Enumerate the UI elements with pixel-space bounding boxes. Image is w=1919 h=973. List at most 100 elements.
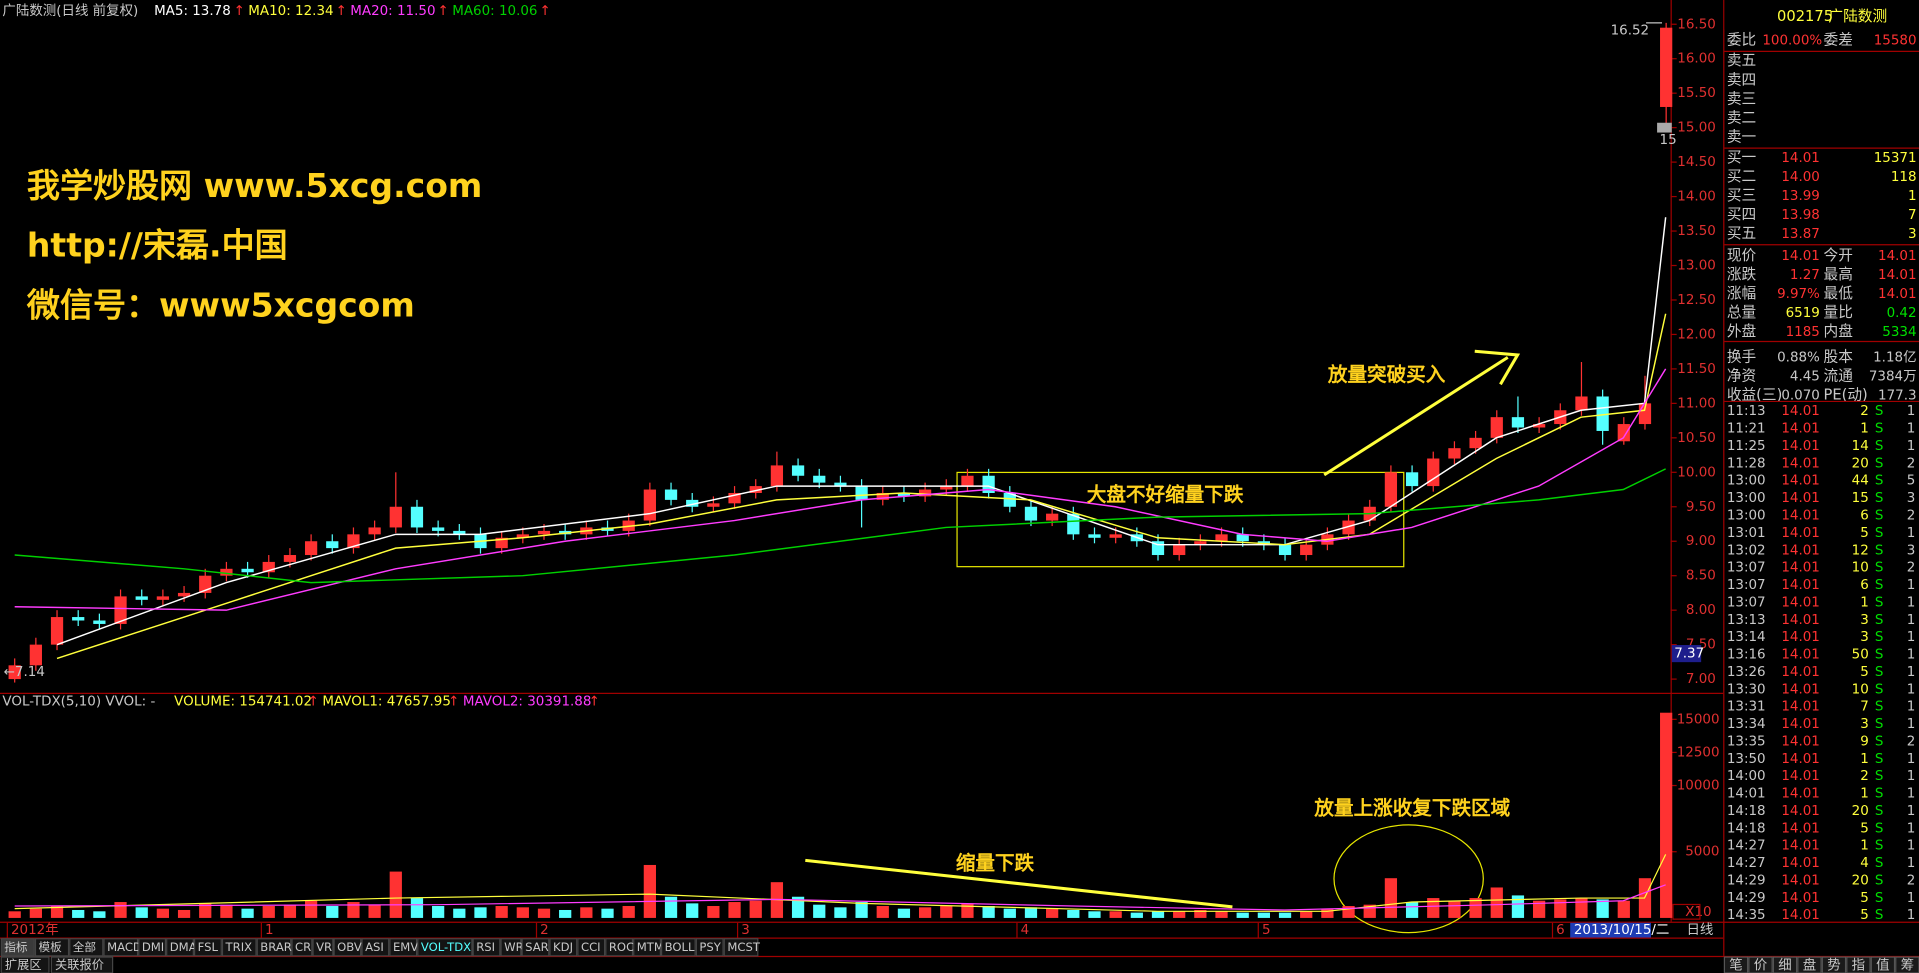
trade-volume: 4 <box>1860 856 1869 871</box>
panel-tab[interactable] <box>1821 956 1847 973</box>
trade-side: S <box>1875 422 1884 437</box>
indicator-tab[interactable] <box>0 938 35 957</box>
indicator-tab-label[interactable]: BOLL <box>665 940 695 954</box>
indicator-tab-label[interactable]: TRIX <box>225 940 253 954</box>
trade-side: S <box>1875 456 1884 471</box>
indicator-tab[interactable] <box>193 938 222 957</box>
indicator-tab[interactable] <box>103 938 139 957</box>
panel-tab-label[interactable]: 指 <box>1852 958 1865 973</box>
panel-tab-label[interactable]: 笔 <box>1729 958 1742 973</box>
panel-tab[interactable] <box>1797 956 1822 973</box>
indicator-tab-label[interactable]: SAR <box>525 940 549 954</box>
trade-time: 13:00 <box>1727 509 1766 524</box>
indicator-tab[interactable] <box>661 938 696 957</box>
bottom-tab[interactable] <box>0 956 50 973</box>
indicator-tab[interactable] <box>723 938 759 957</box>
panel-tab-label[interactable]: 盘 <box>1803 957 1816 973</box>
indicator-tab-label[interactable]: WR <box>504 940 524 954</box>
panel-tab-label[interactable]: 势 <box>1827 958 1840 973</box>
indicator-tab[interactable] <box>312 938 334 957</box>
stock-name: 广陆数测 <box>1828 8 1887 25</box>
indicator-tab[interactable] <box>633 938 662 957</box>
indicator-tab-label[interactable]: EMV <box>393 940 418 954</box>
bottom-tab-label[interactable]: 扩展区 <box>5 958 42 972</box>
bottom-tab-label[interactable]: 关联报价 <box>55 957 104 972</box>
trade-time: 13:14 <box>1727 630 1766 645</box>
indicator-tab[interactable] <box>472 938 501 957</box>
indicator-tab-label[interactable]: MCST <box>727 940 760 954</box>
volume-bar <box>72 909 85 918</box>
panel-tab[interactable] <box>1870 956 1896 973</box>
trade-time: 13:30 <box>1727 682 1766 697</box>
annotation: 我学炒股网 www.5xcg.com <box>27 166 482 205</box>
indicator-tab[interactable] <box>34 938 70 957</box>
indicator-tab-label[interactable]: CCI <box>581 940 601 954</box>
indicator-tab-label[interactable]: 模板 <box>39 940 63 954</box>
stock-title: 广陆数测(日线 前复权) <box>2 2 138 19</box>
indicator-tab[interactable] <box>138 938 167 957</box>
indicator-tab-label[interactable]: MTM <box>637 940 664 954</box>
volume-bar <box>728 902 741 918</box>
indicator-tab[interactable] <box>333 938 362 957</box>
panel-tab[interactable] <box>1748 956 1773 973</box>
indicator-tab-label[interactable]: FSL <box>198 940 219 954</box>
highlight-ellipse <box>1333 824 1484 934</box>
legend-entry: MAVOL1: 47657.95 <box>322 694 451 709</box>
indicator-tab-label[interactable]: ASI <box>365 940 384 954</box>
indicator-tab-label[interactable]: 指标 <box>4 940 28 954</box>
panel-tab-label[interactable]: 值 <box>1876 958 1889 973</box>
indicator-tab[interactable] <box>361 938 390 957</box>
indicator-tab-label[interactable]: 全部 <box>73 940 96 954</box>
indicator-tab-label[interactable]: VOL-TDX <box>421 940 471 954</box>
indicator-tab-label[interactable]: ROC <box>609 940 634 954</box>
indicator-tab-label[interactable]: MACD <box>107 940 142 954</box>
indicator-tab[interactable] <box>291 938 313 957</box>
bottom-tab[interactable] <box>50 956 114 973</box>
panel-tab[interactable] <box>1846 956 1871 973</box>
trade-volume: 12 <box>1852 543 1869 558</box>
indicator-tab-label[interactable]: KDJ <box>553 940 573 954</box>
indicator-tab[interactable] <box>389 938 418 957</box>
indicator-tab[interactable] <box>605 938 634 957</box>
indicator-tab-label[interactable]: OBV <box>337 940 362 954</box>
indicator-tab[interactable] <box>521 938 550 957</box>
candle-body <box>262 561 275 573</box>
indicator-tab-label[interactable]: VR <box>316 940 332 954</box>
indicator-tab[interactable] <box>417 938 473 957</box>
indicator-tab[interactable] <box>500 938 522 957</box>
trade-price: 14.01 <box>1781 891 1820 906</box>
bid-label: 买五 <box>1727 225 1756 242</box>
indicator-tab[interactable] <box>549 938 578 957</box>
bid-label: 买三 <box>1727 187 1756 204</box>
volume-bar <box>1173 911 1186 918</box>
trade-volume: 6 <box>1860 509 1869 524</box>
indicator-tab-label[interactable]: DMI <box>142 940 164 954</box>
indicator-tab[interactable] <box>166 938 194 957</box>
indicator-tab[interactable] <box>695 938 724 957</box>
bid-label: 买四 <box>1727 206 1756 223</box>
panel-tab[interactable] <box>1895 956 1919 973</box>
panel-tab-label[interactable]: 细 <box>1778 958 1791 973</box>
indicator-tab-label[interactable]: BRAR <box>260 940 292 954</box>
volume-bar <box>326 906 339 918</box>
indicator-tab-label[interactable]: CR <box>295 940 311 954</box>
indicator-tab-label[interactable]: RSI <box>476 940 495 954</box>
panel-tab-label[interactable]: 价 <box>1754 959 1768 973</box>
candle-body <box>1342 520 1355 535</box>
indicator-tab[interactable] <box>221 938 257 957</box>
indicator-tab-label[interactable]: PSY <box>699 940 721 954</box>
indicator-tab-label[interactable]: DMA <box>170 940 197 954</box>
indicator-tab[interactable] <box>256 938 292 957</box>
indicator-tab[interactable] <box>69 938 104 957</box>
candle-body <box>1215 534 1228 542</box>
x-tick-label: 1 <box>265 923 274 938</box>
volume-bar <box>940 906 953 918</box>
indicator-tab[interactable] <box>577 938 606 957</box>
y-tick-label: 12500 <box>1677 745 1720 760</box>
panel-tab[interactable] <box>1772 956 1798 973</box>
panel-tab-label[interactable]: 筹 <box>1901 957 1914 973</box>
candle-body <box>495 537 508 549</box>
panel-tab[interactable] <box>1723 956 1749 973</box>
trade-side: S <box>1875 578 1884 593</box>
trade-time: 14:27 <box>1727 856 1766 871</box>
